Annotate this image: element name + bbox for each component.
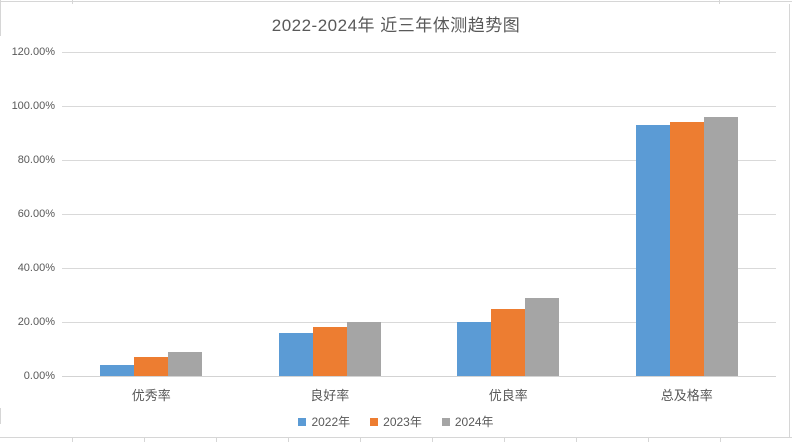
y-axis-tick-label: 20.00% — [17, 316, 55, 328]
sheet-left-border-stub-top — [0, 0, 1, 36]
chart-bar[interactable] — [635, 124, 670, 376]
chart-legend: 2022年 2023年 2024年 — [0, 413, 792, 430]
x-axis-line — [62, 375, 776, 377]
chart-bar[interactable] — [134, 357, 169, 376]
y-axis-tick-label: 60.00% — [17, 208, 55, 220]
sheet-column-stub — [72, 438, 73, 442]
sheet-column-stub — [576, 438, 577, 442]
bar-group — [598, 52, 777, 376]
sheet-column-stub — [72, 0, 73, 4]
sheet-column-stub — [719, 0, 720, 4]
horizontal-gridline — [62, 105, 776, 107]
horizontal-gridline — [62, 213, 776, 215]
legend-label: 2022年 — [311, 415, 351, 429]
y-axis-tick-label: 100.00% — [11, 100, 55, 112]
sheet-column-stub — [432, 438, 433, 442]
bar-group — [419, 52, 598, 376]
sheet-bottom-border — [0, 437, 792, 438]
chart-bar[interactable] — [491, 308, 526, 376]
bar-group — [62, 52, 241, 376]
sheet-column-stub — [720, 438, 721, 442]
y-axis: 0.00% 20.00% 40.00% 60.00% 80.00% 100.00% 120.… — [0, 46, 55, 382]
chart-bar[interactable] — [525, 297, 560, 376]
y-axis-tick-label: 120.00% — [11, 46, 55, 58]
chart-title: 2022-2024年 近三年体测趋势图 — [271, 16, 521, 35]
legend-item[interactable]: 2022年 — [298, 413, 350, 430]
horizontal-gridline — [62, 321, 776, 323]
legend-swatch-icon — [298, 417, 307, 426]
legend-item[interactable]: 2024年 — [441, 413, 494, 430]
sheet-column-stub — [144, 438, 145, 442]
legend-item[interactable]: 2023年 — [370, 413, 422, 430]
chart-bar[interactable] — [278, 332, 313, 376]
sheet-left-border-stub-bottom — [0, 408, 1, 424]
chart-bar[interactable] — [168, 351, 203, 376]
y-axis-tick-label: 40.00% — [17, 262, 55, 274]
x-axis-category-label: 优良率 — [488, 388, 528, 403]
chart-bar[interactable] — [703, 116, 738, 376]
legend-label: 2023年 — [383, 415, 422, 429]
x-axis-category-label: 良好率 — [310, 388, 350, 403]
x-axis-category-label: 总及格率 — [660, 388, 713, 403]
sheet-column-stub — [504, 438, 505, 442]
y-axis-tick-label: 80.00% — [17, 154, 55, 166]
y-axis-tick-label: 0.00% — [23, 370, 55, 382]
bar-group — [241, 52, 420, 376]
horizontal-gridline — [62, 267, 776, 269]
chart-bar[interactable] — [457, 322, 492, 376]
legend-label: 2024年 — [454, 415, 494, 429]
sheet-column-stub — [216, 438, 217, 442]
plot-area — [62, 51, 776, 377]
bar-series-container — [62, 52, 776, 376]
chart-bar[interactable] — [669, 122, 704, 376]
legend-swatch-icon — [370, 417, 379, 426]
sheet-column-stub — [360, 438, 361, 442]
chart-bar[interactable] — [312, 327, 347, 376]
horizontal-gridline — [62, 51, 776, 53]
chart-right-border — [789, 4, 790, 437]
sheet-column-stub — [288, 438, 289, 442]
legend-swatch-icon — [441, 417, 450, 426]
x-axis-category-label: 优秀率 — [131, 388, 171, 403]
x-axis: 优秀率 良好率 优良率 总及格率 — [62, 385, 776, 404]
horizontal-gridline — [62, 159, 776, 161]
chart-bar[interactable] — [346, 322, 381, 376]
sheet-top-border — [0, 1, 792, 2]
sheet-column-stub — [648, 438, 649, 442]
chart-bar[interactable] — [100, 365, 135, 376]
